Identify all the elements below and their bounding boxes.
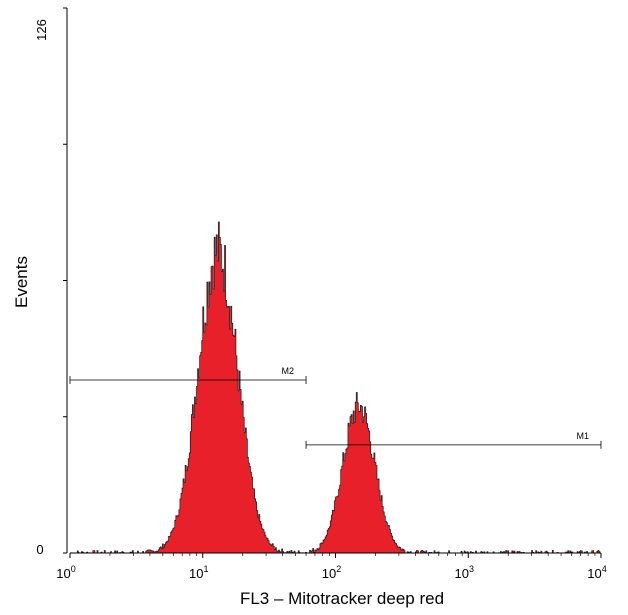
x-tick-label: 103 — [455, 564, 474, 581]
histogram-area — [70, 221, 601, 554]
x-tick-label: 102 — [322, 564, 341, 581]
y-axis-title: Events — [12, 256, 31, 308]
gate-markers: M2 M1 — [69, 366, 602, 449]
x-tick-label: 101 — [189, 564, 208, 581]
x-tick-label: 104 — [587, 564, 606, 581]
x-axis-title: FL3 – Mitotracker deep red — [240, 589, 444, 608]
marker-label: M2 — [282, 366, 295, 376]
x-tick-label: 100 — [56, 564, 75, 581]
y-tick-label: 126 — [34, 19, 49, 41]
y-tick-label: 0 — [36, 542, 43, 557]
histogram-fill-area — [70, 221, 601, 554]
axis-ticks: 100 101 102 103 104 0 126 — [34, 7, 607, 581]
axes — [66, 8, 601, 554]
marker-label: M1 — [576, 431, 589, 441]
marker-m2: M2 — [69, 366, 307, 384]
marker-m1: M1 — [305, 431, 602, 449]
